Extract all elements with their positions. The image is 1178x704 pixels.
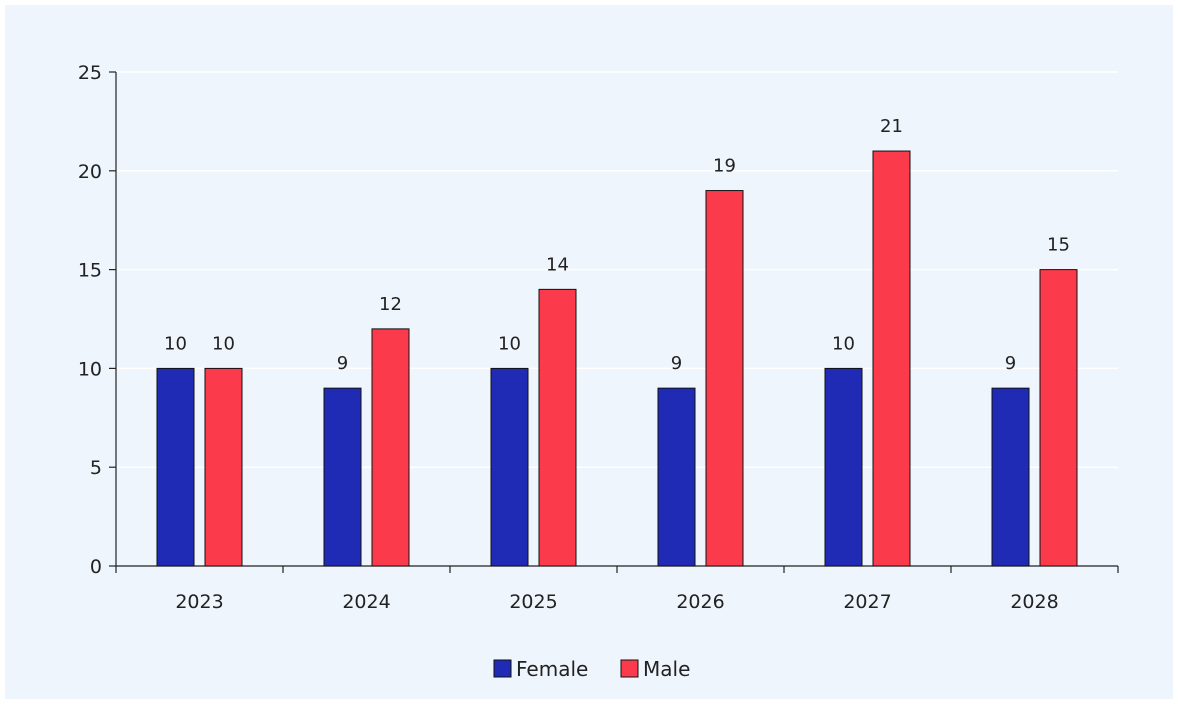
bars xyxy=(156,150,1078,567)
y-tick-label: 15 xyxy=(78,260,102,282)
y-tick-label: 0 xyxy=(90,556,102,578)
bar-male xyxy=(538,288,577,567)
legend-swatch-female xyxy=(493,659,512,678)
bar-female xyxy=(323,387,362,567)
data-label-female: 9 xyxy=(671,353,682,374)
bar-male xyxy=(371,328,410,567)
data-label-male: 21 xyxy=(880,116,903,137)
data-label-male: 15 xyxy=(1047,235,1070,256)
data-label-female: 9 xyxy=(1005,353,1016,374)
gridlines xyxy=(116,71,1118,468)
bar-female xyxy=(490,367,529,567)
data-label-female: 9 xyxy=(337,353,348,374)
data-label-female: 10 xyxy=(498,333,521,354)
data-label-female: 10 xyxy=(164,333,187,354)
y-tick-label: 25 xyxy=(78,62,102,84)
y-axis-ticks: 0 5 10 15 20 25 xyxy=(78,62,116,578)
axes xyxy=(115,72,1118,567)
legend-label-male: Male xyxy=(643,657,690,681)
legend-label-female: Female xyxy=(516,657,588,681)
x-tick-label: 2028 xyxy=(1010,591,1058,613)
data-label-male: 10 xyxy=(212,333,235,354)
legend: Female Male xyxy=(493,657,690,681)
bar-female xyxy=(824,367,863,567)
data-label-female: 10 xyxy=(832,333,855,354)
data-label-male: 14 xyxy=(546,254,569,275)
bar-female xyxy=(991,387,1030,567)
x-tick-label: 2027 xyxy=(843,591,891,613)
data-label-male: 19 xyxy=(713,156,736,177)
x-tick-label: 2026 xyxy=(676,591,724,613)
legend-swatch-male xyxy=(620,659,639,678)
data-label-male: 12 xyxy=(379,294,402,315)
bar-female xyxy=(657,387,696,567)
chart-panel xyxy=(5,5,1173,699)
y-tick-label: 10 xyxy=(78,358,102,380)
bar-male xyxy=(1039,269,1078,567)
y-tick-label: 5 xyxy=(90,457,102,479)
x-axis-ticks: 2023 2024 2025 2026 2027 2028 xyxy=(115,566,1119,613)
bar-male xyxy=(872,150,911,567)
bar-male xyxy=(204,367,243,567)
y-tick-label: 20 xyxy=(78,161,102,183)
x-tick-label: 2023 xyxy=(175,591,223,613)
data-labels: 10 9 10 9 10 9 10 12 14 19 21 15 xyxy=(164,116,1070,374)
x-tick-label: 2024 xyxy=(342,591,390,613)
bar-male xyxy=(705,190,744,567)
x-tick-label: 2025 xyxy=(509,591,557,613)
bar-female xyxy=(156,367,195,567)
